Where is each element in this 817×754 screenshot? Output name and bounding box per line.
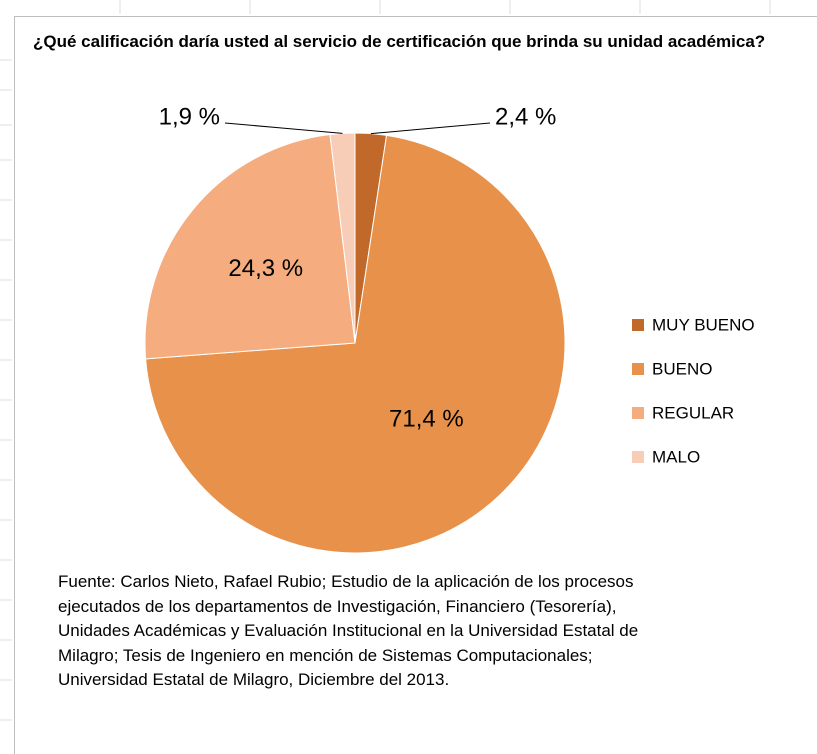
pie-slice [329,132,356,344]
data-label: 2,4 % [495,103,556,130]
legend-swatch [632,319,644,331]
source-note: Fuente: Carlos Nieto, Rafael Rubio; Estu… [58,570,638,693]
legend-label: REGULAR [652,403,734,422]
legend-label: BUENO [652,359,712,378]
sheet-gridlines [0,0,771,721]
data-label: 1,9 % [159,103,220,130]
source-line: Unidades Académicas y Evaluación Institu… [58,621,639,640]
chart-title: ¿Qué calificación daría usted al servici… [33,32,766,51]
source-line: Universidad Estatal de Milagro, Diciembr… [58,670,450,689]
legend-label: MALO [652,447,700,466]
leader-line [370,122,491,135]
legend-label: MUY BUENO [652,315,755,334]
pie-slice [144,133,356,360]
legend-swatch [632,407,644,419]
pie-slice [145,134,566,554]
source-line: Milagro; Tesis de Ingeniero en mención d… [58,645,593,665]
leader-line [224,122,343,134]
legend-swatch [632,451,644,463]
source-line: Fuente: Carlos Nieto, Rafael Rubio; Estu… [58,572,634,591]
data-label: 71,4 % [389,405,464,432]
source-line: ejecutados de los departamentos de Inves… [58,596,617,616]
data-label: 24,3 % [228,255,303,282]
legend-swatch [632,363,644,375]
